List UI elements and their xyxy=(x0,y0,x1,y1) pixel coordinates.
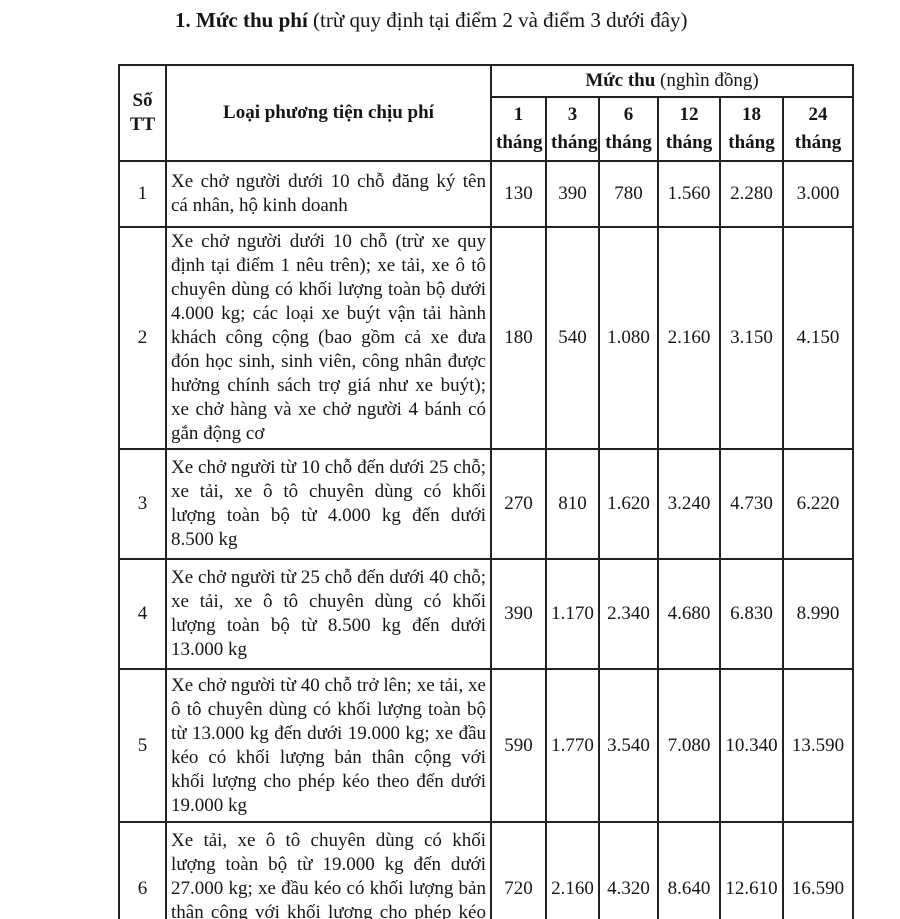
fee-12-months: 3.240 xyxy=(657,448,721,560)
column-header-12-months: 12 tháng xyxy=(657,96,721,162)
fee-24-months: 13.590 xyxy=(781,668,855,823)
fee-18-months: 4.730 xyxy=(719,448,784,560)
column-header-1-month: 1 tháng xyxy=(490,96,547,162)
fee-6-months: 3.540 xyxy=(598,668,659,823)
table-row: 4 Xe chở người từ 25 chỗ đến dưới 40 chỗ… xyxy=(118,558,855,670)
fee-1-month: 590 xyxy=(490,668,547,823)
fee-3-months: 1.170 xyxy=(545,558,600,670)
section-title-bold: 1. Mức thu phí xyxy=(175,8,308,32)
fee-24-months: 6.220 xyxy=(781,448,855,560)
vehicle-description: Xe chở người từ 10 chỗ đến dưới 25 chỗ; … xyxy=(165,448,492,560)
section-title: 1. Mức thu phí (trừ quy định tại điểm 2 … xyxy=(175,8,688,33)
fee-3-months: 390 xyxy=(545,160,600,228)
fee-group-label-unit: (nghìn đồng) xyxy=(655,70,759,91)
column-header-stt: Số TT xyxy=(118,64,167,162)
fee-6-months: 1.620 xyxy=(598,448,659,560)
fee-12-months: 7.080 xyxy=(657,668,721,823)
fee-24-months: 16.590 xyxy=(781,821,855,919)
fee-12-months: 4.680 xyxy=(657,558,721,670)
vehicle-description: Xe chở người dưới 10 chỗ (trừ xe quy địn… xyxy=(165,226,492,450)
fee-1-month: 180 xyxy=(490,226,547,450)
column-header-vehicle-type: Loại phương tiện chịu phí xyxy=(165,64,492,162)
table-row: 2 Xe chở người dưới 10 chỗ (trừ xe quy đ… xyxy=(118,226,855,450)
row-number: 1 xyxy=(118,160,167,228)
fee-18-months: 3.150 xyxy=(719,226,784,450)
section-title-normal: (trừ quy định tại điểm 2 và điểm 3 dưới … xyxy=(307,8,688,32)
column-header-24-months: 24 tháng xyxy=(781,96,855,162)
column-header-3-months: 3 tháng xyxy=(545,96,600,162)
header-row-months: 1 tháng 3 tháng 6 tháng 12 tháng 18 thán… xyxy=(119,96,855,162)
vehicle-description: Xe chở người từ 40 chỗ trở lên; xe tải, … xyxy=(165,668,492,823)
fee-18-months: 10.340 xyxy=(719,668,784,823)
fee-3-months: 810 xyxy=(545,448,600,560)
column-header-fee-group: Mức thu (nghìn đồng) xyxy=(489,64,855,98)
table-row: 5 Xe chở người từ 40 chỗ trở lên; xe tải… xyxy=(118,668,855,823)
fee-12-months: 1.560 xyxy=(657,160,721,228)
fee-18-months: 2.280 xyxy=(719,160,784,228)
fee-group-label-bold: Mức thu xyxy=(585,70,656,91)
fee-3-months: 2.160 xyxy=(545,821,600,919)
table-row: 1 Xe chở người dưới 10 chỗ đăng ký tên c… xyxy=(118,160,855,228)
table-row: 6 Xe tải, xe ô tô chuyên dùng có khối lư… xyxy=(118,821,855,919)
fee-1-month: 130 xyxy=(490,160,547,228)
fee-6-months: 2.340 xyxy=(598,558,659,670)
fee-3-months: 540 xyxy=(545,226,600,450)
row-number: 3 xyxy=(118,448,167,560)
row-number: 5 xyxy=(118,668,167,823)
fee-3-months: 1.770 xyxy=(545,668,600,823)
row-number: 6 xyxy=(118,821,167,919)
fee-18-months: 6.830 xyxy=(719,558,784,670)
fee-1-month: 390 xyxy=(490,558,547,670)
fee-12-months: 2.160 xyxy=(657,226,721,450)
vehicle-description: Xe chở người từ 25 chỗ đến dưới 40 chỗ; … xyxy=(165,558,492,670)
table-row: 3 Xe chở người từ 10 chỗ đến dưới 25 chỗ… xyxy=(118,448,855,560)
row-number: 2 xyxy=(118,226,167,450)
fee-24-months: 4.150 xyxy=(781,226,855,450)
row-number: 4 xyxy=(118,558,167,670)
fee-table: Số TT Loại phương tiện chịu phí Mức thu … xyxy=(118,64,855,919)
fee-24-months: 3.000 xyxy=(781,160,855,228)
column-header-18-months: 18 tháng xyxy=(719,96,784,162)
fee-6-months: 1.080 xyxy=(598,226,659,450)
fee-6-months: 780 xyxy=(598,160,659,228)
fee-18-months: 12.610 xyxy=(719,821,784,919)
vehicle-description: Xe chở người dưới 10 chỗ đăng ký tên cá … xyxy=(165,160,492,228)
vehicle-description: Xe tải, xe ô tô chuyên dùng có khối lượn… xyxy=(165,821,492,919)
fee-24-months: 8.990 xyxy=(781,558,855,670)
fee-12-months: 8.640 xyxy=(657,821,721,919)
fee-1-month: 720 xyxy=(490,821,547,919)
column-header-6-months: 6 tháng xyxy=(598,96,659,162)
header-row-top: Số TT Loại phương tiện chịu phí Mức thu … xyxy=(118,64,855,162)
fee-1-month: 270 xyxy=(490,448,547,560)
fee-6-months: 4.320 xyxy=(598,821,659,919)
